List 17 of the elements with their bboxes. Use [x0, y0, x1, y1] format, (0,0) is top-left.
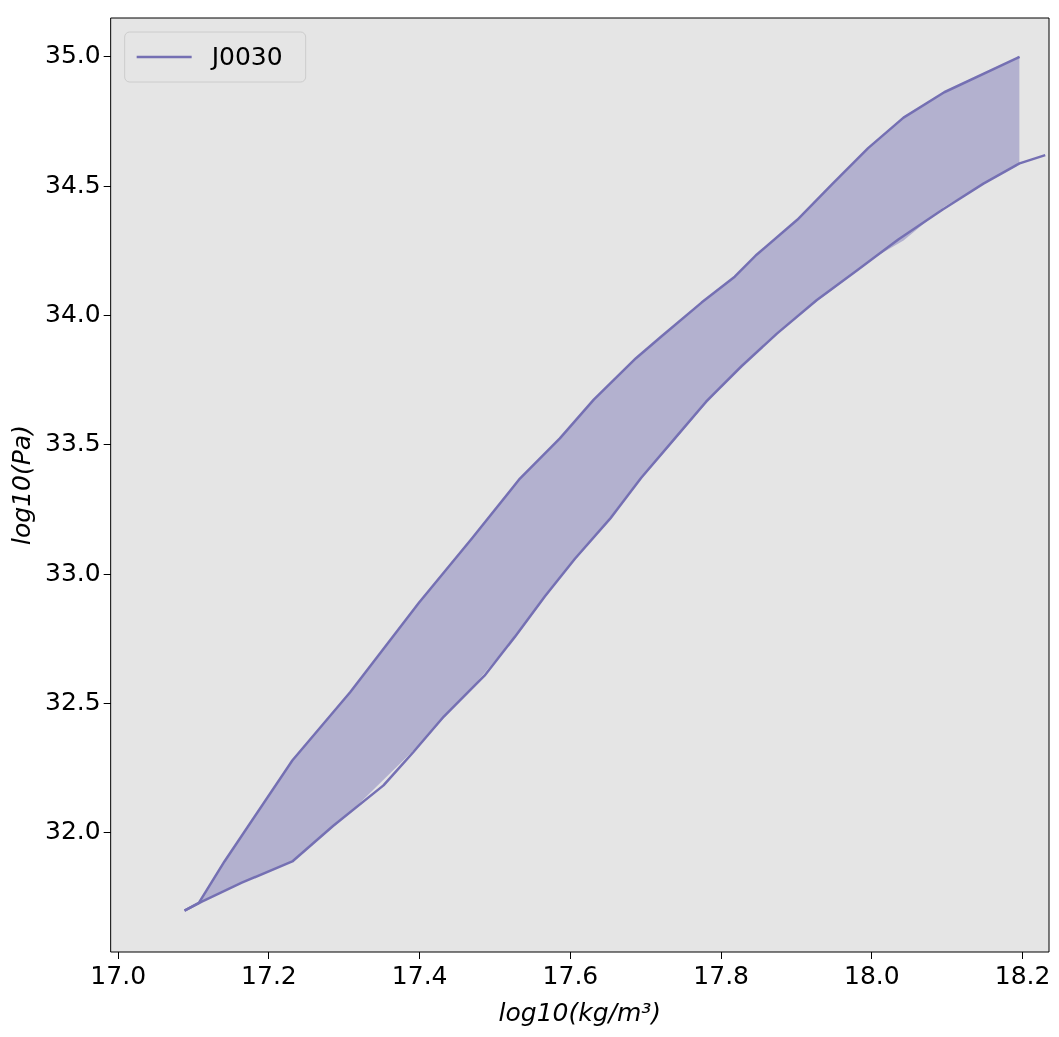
x-tick-label: 17.8	[693, 960, 749, 990]
x-tick-label: 17.0	[90, 960, 147, 990]
y-tick-label: 33.5	[44, 428, 101, 458]
y-tick-label: 32.5	[44, 687, 101, 717]
x-tick-label: 18.2	[994, 960, 1051, 990]
y-tick-label: 34.5	[44, 169, 101, 199]
y-tick-label: 35.0	[44, 40, 101, 70]
x-tick-label: 18.0	[844, 960, 900, 990]
x-tick-label: 17.2	[241, 960, 297, 990]
y-tick-label: 32.0	[44, 816, 101, 846]
x-axis-title: log10(kg/m³)	[498, 997, 662, 1027]
y-tick-label: 33.0	[44, 557, 101, 587]
legend-label: J0030	[209, 41, 283, 71]
y-tick-label: 34.0	[44, 299, 101, 329]
x-tick-label: 17.4	[391, 960, 448, 990]
x-tick-label: 17.6	[542, 960, 599, 990]
y-axis-title: log10(Pa)	[6, 425, 36, 545]
